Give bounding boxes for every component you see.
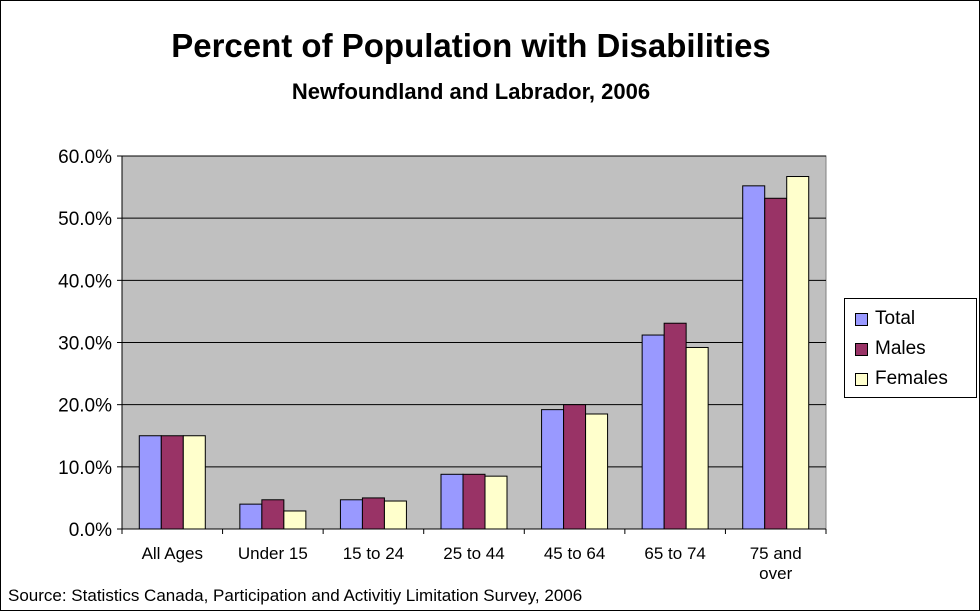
y-tick-label-20-0: 20.0% (58, 396, 112, 417)
legend-item-females: Females (855, 367, 948, 391)
legend: Total Males Females (844, 298, 977, 398)
legend-label-total: Total (875, 308, 916, 329)
bar-total-all-ages (138, 435, 162, 530)
bar-males-15-to-24 (361, 497, 385, 530)
x-tick-label-45-to-64: 45 to 64 (544, 544, 605, 563)
bar-males-all-ages (160, 435, 184, 530)
x-tick-label-15-to-24: 15 to 24 (343, 544, 404, 563)
bar-males-25-to-44 (462, 473, 486, 530)
legend-swatch-total (855, 312, 868, 326)
x-tick-labels: All Ages Under 15 15 to 24 25 to 44 45 to 64… (142, 544, 802, 583)
y-tick-label-0-0: 0.0% (69, 520, 112, 541)
bar-females-15-to-24 (383, 500, 407, 530)
bar-males-under-15 (261, 499, 285, 530)
bar-total-25-to-44 (440, 473, 464, 530)
y-tick-label-40-0: 40.0% (58, 271, 112, 292)
y-tick-label-10-0: 10.0% (58, 458, 112, 479)
x-tick-label-75-and-over: 75 and over (750, 544, 802, 583)
bar-total-45-to-64 (541, 409, 565, 530)
legend-item-males: Males (855, 337, 926, 361)
legend-swatch-males (855, 342, 868, 356)
x-tick-label-25-to-44: 25 to 44 (443, 544, 504, 563)
legend-item-total: Total (855, 307, 915, 331)
y-tick-label-50-0: 50.0% (58, 209, 112, 230)
bar-females-under-15 (283, 510, 307, 530)
bars (138, 176, 810, 530)
bar-males-45-to-64 (563, 404, 587, 530)
legend-label-males: Males (875, 338, 926, 359)
axes (121, 156, 826, 530)
chart-subtitle: Newfoundland and Labrador, 2006 (291, 79, 651, 104)
bar-females-45-to-64 (585, 413, 609, 530)
bar-females-75-and-over (786, 176, 810, 530)
bar-females-25-to-44 (484, 475, 508, 530)
source-note: Source: Statistics Canada, Participation… (8, 586, 583, 605)
bar-total-15-to-24 (339, 499, 363, 530)
y-tick-label-60-0: 60.0% (58, 147, 112, 168)
x-tick-label-all-ages: All Ages (142, 544, 203, 563)
bar-total-65-to-74 (641, 334, 665, 530)
gridlines (117, 155, 827, 534)
bar-total-75-and-over (742, 185, 766, 530)
bar-total-under-15 (239, 503, 263, 530)
bar-males-65-to-74 (663, 322, 687, 530)
y-tick-label-30-0: 30.0% (58, 334, 112, 355)
bar-females-all-ages (182, 435, 206, 530)
x-tick-label-under-15: Under 15 (238, 544, 308, 563)
bar-females-65-to-74 (685, 346, 709, 530)
chart-title: Percent of Population with Disabilities (171, 27, 771, 64)
legend-swatch-females (855, 372, 868, 386)
x-tick-label-65-to-74: 65 to 74 (644, 544, 705, 563)
y-tick-labels: 0.0% 10.0% 20.0% 30.0% 40.0% 50.0% 60.0% (58, 147, 112, 541)
bar-males-75-and-over (764, 197, 788, 530)
legend-label-females: Females (875, 368, 948, 389)
